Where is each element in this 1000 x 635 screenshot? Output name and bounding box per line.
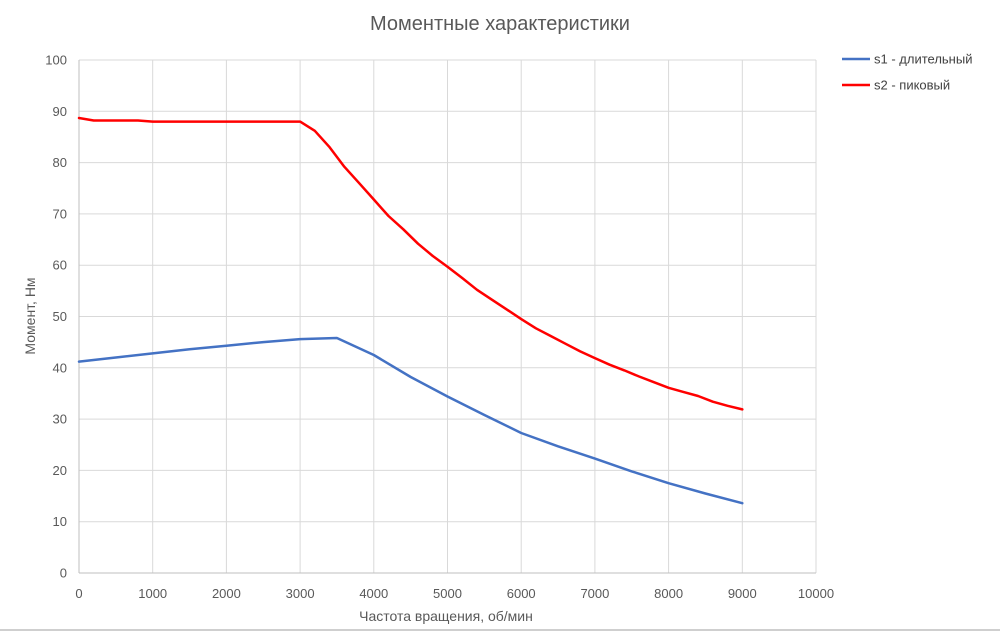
x-axis-label: Частота вращения, об/мин <box>359 608 533 624</box>
y-tick-label: 0 <box>60 566 67 581</box>
legend-label-s1: s1 - длительный <box>874 52 972 67</box>
legend: s1 - длительный s2 - пиковый <box>842 52 972 93</box>
bottom-divider <box>0 629 1000 631</box>
x-tick-label: 7000 <box>580 586 609 601</box>
x-tick-label: 0 <box>75 586 82 601</box>
y-tick-label: 80 <box>53 155 67 170</box>
legend-label-s2: s2 - пиковый <box>874 78 950 93</box>
y-tick-label: 10 <box>53 514 67 529</box>
y-tick-label: 60 <box>53 258 67 273</box>
chart-title: Моментные характеристики <box>370 13 630 35</box>
x-tick-label: 10000 <box>798 586 834 601</box>
x-tick-label: 8000 <box>654 586 683 601</box>
y-tick-label: 20 <box>53 463 67 478</box>
x-tick-label: 1000 <box>138 586 167 601</box>
y-tick-label: 100 <box>45 53 67 68</box>
y-tick-label: 70 <box>53 206 67 221</box>
y-tick-label: 50 <box>53 309 67 324</box>
y-tick-label: 30 <box>53 412 67 427</box>
x-tick-label: 4000 <box>359 586 388 601</box>
series-line-s2 <box>77 116 744 411</box>
x-tick-label: 9000 <box>728 586 757 601</box>
plot-area <box>77 116 744 505</box>
y-axis-label: Момент, Нм <box>22 277 38 354</box>
x-tick-label: 3000 <box>286 586 315 601</box>
x-tick-label: 2000 <box>212 586 241 601</box>
y-tick-label: 40 <box>53 360 67 375</box>
gridlines <box>79 59 817 573</box>
series-line-s1 <box>77 336 744 505</box>
y-tick-label: 90 <box>53 104 67 119</box>
x-tick-label: 5000 <box>433 586 462 601</box>
x-tick-label: 6000 <box>507 586 536 601</box>
